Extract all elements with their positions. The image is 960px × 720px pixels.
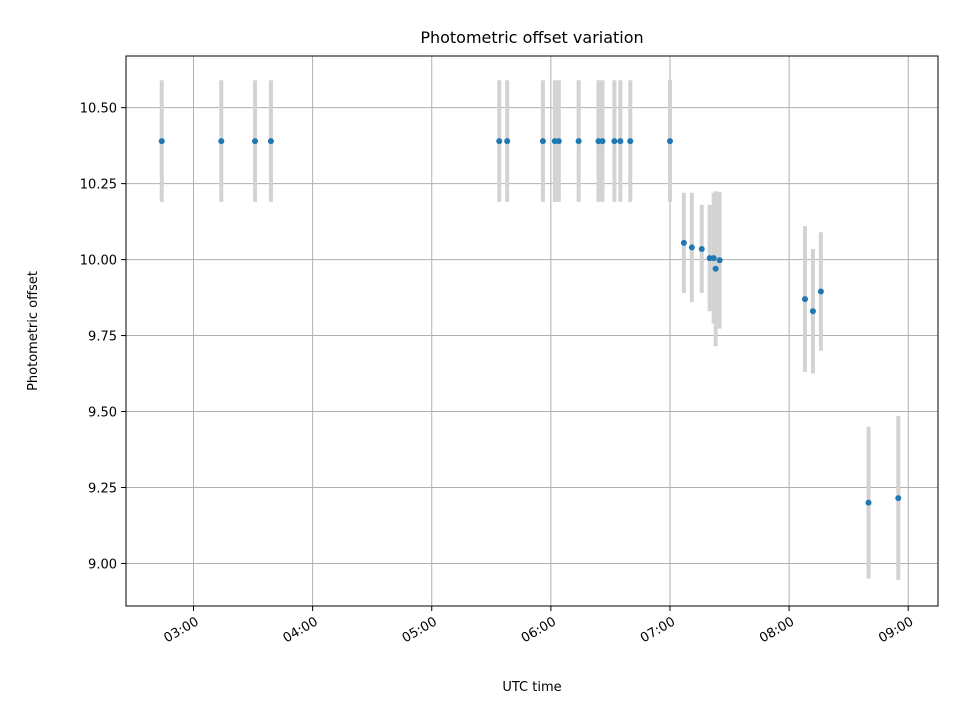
error-bars (159, 80, 901, 581)
data-point (218, 138, 225, 145)
y-tick-label: 9.00 (88, 557, 117, 572)
chart-title: Photometric offset variation (420, 28, 643, 47)
data-points (158, 138, 902, 506)
data-point (599, 138, 606, 145)
y-tick-label: 9.50 (88, 406, 117, 421)
data-point (252, 138, 259, 145)
y-tick-label: 9.75 (88, 330, 117, 345)
x-axis-ticks: 03:00 04:00 05:00 06:00 07:00 08:00 09:00 (162, 606, 916, 646)
data-point (617, 138, 624, 145)
data-point (666, 138, 673, 145)
y-tick-label: 10.25 (80, 178, 117, 193)
data-point (895, 495, 902, 502)
x-tick-label: 06:00 (519, 614, 559, 646)
grid-lines (126, 56, 938, 606)
data-point (865, 499, 872, 506)
data-point (504, 138, 511, 145)
data-point (680, 239, 687, 246)
data-point (575, 138, 582, 145)
data-point (539, 138, 546, 145)
data-point (817, 288, 824, 295)
x-tick-label: 05:00 (400, 614, 440, 646)
y-axis-label: Photometric offset (26, 271, 41, 391)
y-tick-label: 10.00 (80, 254, 117, 269)
data-point (710, 255, 717, 262)
data-point (809, 308, 816, 315)
x-tick-label: 08:00 (757, 614, 797, 646)
data-point (496, 138, 503, 145)
data-point (688, 244, 695, 251)
data-point (267, 138, 274, 145)
y-tick-label: 10.50 (80, 102, 117, 117)
y-tick-label: 9.25 (88, 481, 117, 496)
x-axis-label: UTC time (502, 680, 561, 695)
data-point (698, 245, 705, 252)
x-tick-label: 09:00 (876, 614, 916, 646)
x-tick-label: 03:00 (162, 614, 202, 646)
x-tick-label: 04:00 (281, 614, 321, 646)
plot-frame (125, 55, 939, 607)
y-axis-ticks: 9.00 9.25 9.50 9.75 10.00 10.25 10.50 (80, 102, 126, 572)
data-point (712, 265, 719, 272)
data-point (555, 138, 562, 145)
data-point (801, 296, 808, 303)
data-point (158, 138, 165, 145)
data-point (716, 257, 723, 264)
x-tick-label: 07:00 (638, 614, 678, 646)
data-point (627, 138, 634, 145)
data-point (611, 138, 618, 145)
